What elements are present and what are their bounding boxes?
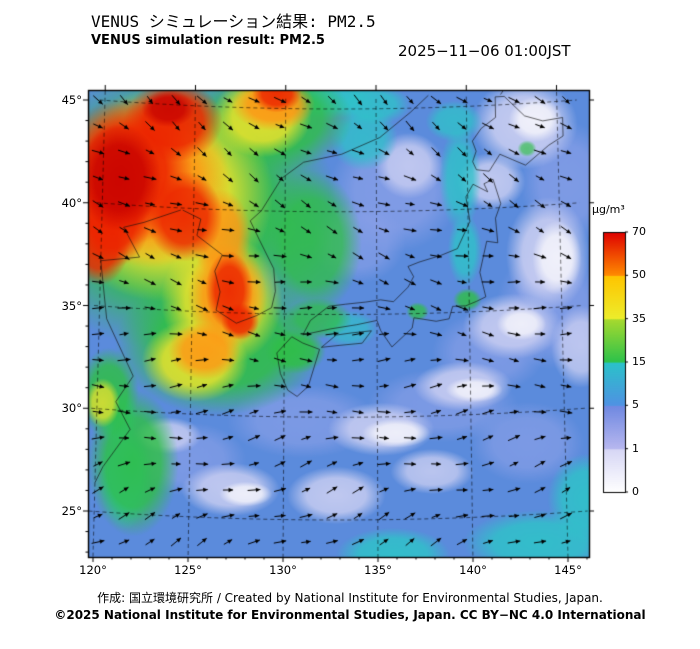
x-tick-label-135: 135° [364,563,392,577]
x-tick-label-145: 145° [554,563,582,577]
colorbar-tick-label-70: 70 [632,225,646,238]
colorbar-unit-label: µg/m³ [592,203,625,216]
x-tick-label-120: 120° [79,563,107,577]
y-tick-label-25: 25° [61,504,82,518]
colorbar-tick-label-35: 35 [632,311,646,325]
y-tick-label-40: 40° [61,195,82,210]
x-tick-label-130: 130° [269,563,297,577]
timestamp-label: 2025−11−06 01:00JST [398,42,571,60]
y-tick-label-45: 45° [61,93,82,107]
page-title-english: VENUS simulation result: PM2.5 [91,33,325,48]
credit-text: 作成: 国立環境研究所 / Created by National Instit… [97,591,603,605]
colorbar-tick-label-1: 1 [632,441,639,455]
x-tick-label-140: 140° [459,563,487,577]
y-tick-label-35: 35° [61,298,82,313]
license-text: ©2025 National Institute for Environment… [54,608,646,622]
colorbar-tick-label-5: 5 [632,398,639,412]
colorbar-tick-label-0: 0 [632,485,639,498]
x-tick-label-125: 125° [174,563,202,577]
colorbar-tick-label-50: 50 [632,268,646,282]
colorbar-tick-label-15: 15 [632,355,646,368]
page-title-japanese: VENUS シミュレーション結果: PM2.5 [91,12,376,31]
y-tick-label-30: 30° [61,401,82,416]
